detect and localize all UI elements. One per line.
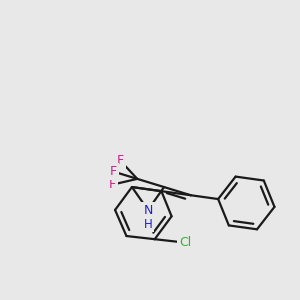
Text: N: N <box>143 203 153 217</box>
Text: Cl: Cl <box>179 236 191 249</box>
Text: F: F <box>116 154 124 167</box>
Text: H: H <box>144 218 152 230</box>
Text: F: F <box>109 178 116 191</box>
Text: F: F <box>110 165 117 178</box>
